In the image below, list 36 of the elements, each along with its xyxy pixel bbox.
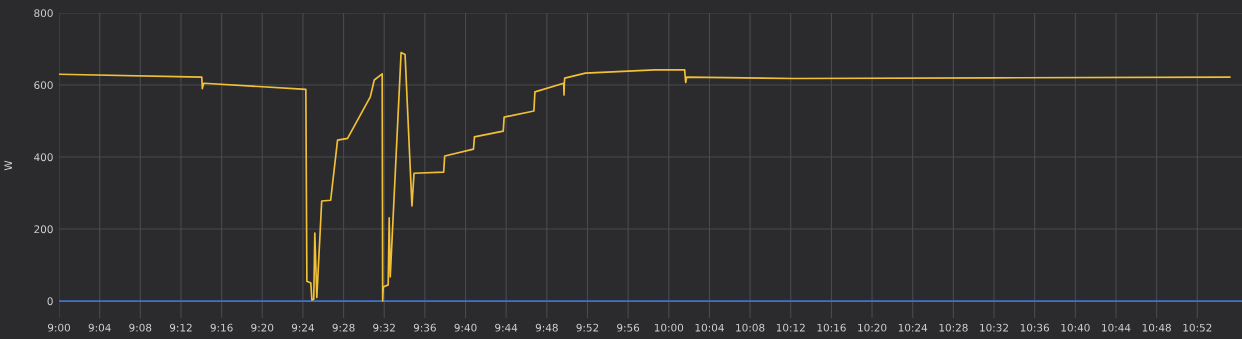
x-tick-label: 9:04 xyxy=(88,323,111,332)
x-tick-label: 9:44 xyxy=(495,323,518,332)
x-tick-label: 9:00 xyxy=(47,323,70,332)
x-tick-label: 9:40 xyxy=(454,323,477,332)
x-tick-label: 9:52 xyxy=(576,323,599,332)
line-series xyxy=(59,51,1231,302)
x-tick-label: 10:40 xyxy=(1061,323,1090,332)
x-tick-label: 10:52 xyxy=(1183,323,1212,332)
x-tick-label: 9:12 xyxy=(169,323,192,332)
x-tick-label: 10:12 xyxy=(776,323,805,332)
x-tick-label: 10:44 xyxy=(1102,323,1131,332)
y-tick-label: 800 xyxy=(34,9,53,18)
x-tick-label: 9:20 xyxy=(251,323,274,332)
y-axis-title: W xyxy=(4,160,12,171)
x-tick-label: 9:48 xyxy=(535,323,558,332)
x-tick-label: 10:08 xyxy=(736,323,765,332)
x-tick-label: 10:20 xyxy=(858,323,887,332)
x-tick-label: 10:48 xyxy=(1142,323,1171,332)
x-tick-label: 9:16 xyxy=(210,323,233,332)
x-tick-label: 10:28 xyxy=(939,323,968,332)
x-tick-label: 10:32 xyxy=(980,323,1008,332)
x-tick-label: 9:32 xyxy=(373,323,395,332)
x-tick-label: 9:28 xyxy=(332,323,355,332)
y-tick-label: 400 xyxy=(34,153,53,162)
x-tick-label: 9:36 xyxy=(413,323,436,332)
x-tick-label: 9:56 xyxy=(617,323,640,332)
x-tick-label: 10:04 xyxy=(695,323,724,332)
y-tick-label: 600 xyxy=(34,81,53,90)
x-tick-label: 10:36 xyxy=(1020,323,1050,332)
y-tick-label: 200 xyxy=(34,225,53,234)
x-tick-label: 10:00 xyxy=(654,323,684,332)
x-tick-label: 9:08 xyxy=(129,323,152,332)
x-tick-label: 9:24 xyxy=(291,323,315,332)
x-tick-label: 10:24 xyxy=(898,323,928,332)
x-tick-label: 10:16 xyxy=(817,323,846,332)
y-tick-label: 0 xyxy=(47,297,53,306)
